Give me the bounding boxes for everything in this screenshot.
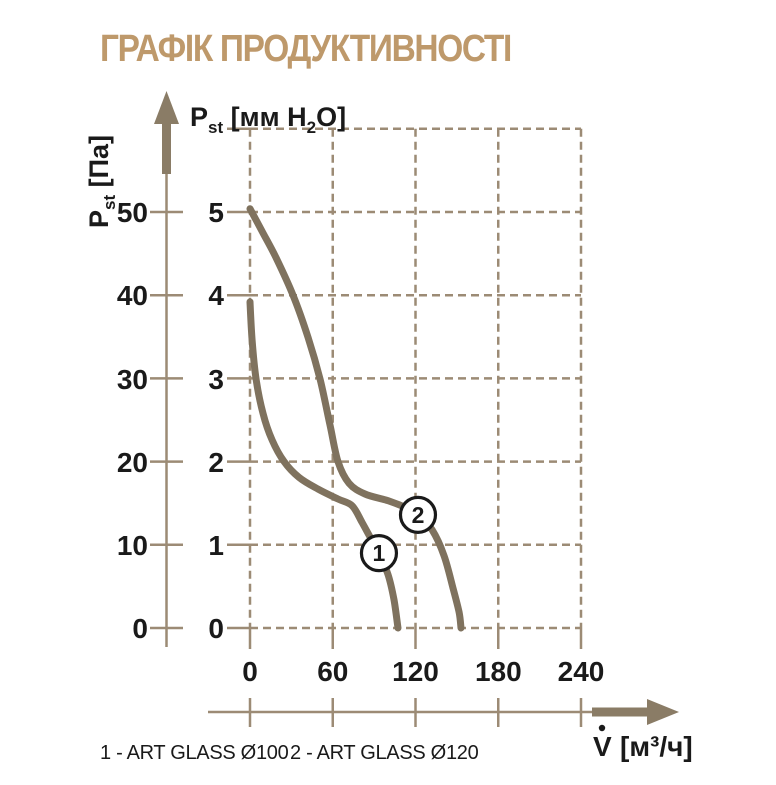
curve-marker-circle-1 (359, 534, 399, 573)
curve-marker-number-1: 1 (373, 540, 386, 566)
mm-tick-0: 0 (208, 613, 224, 644)
pa-tick-50: 50 (117, 197, 148, 228)
page-title: ГРАФІК ПРОДУКТИВНОСТІ (100, 28, 512, 70)
curve-marker-circle-2 (398, 495, 438, 534)
x-tick-120: 120 (392, 656, 439, 687)
pa-tick-20: 20 (117, 447, 148, 478)
legend-item-curve2: 2 - ART GLASS Ø120 (290, 742, 479, 764)
x-tick-0: 0 (242, 656, 258, 687)
y-axis-pa-tick-labels: 0 10 20 30 40 50 (117, 197, 148, 644)
x-tick-240: 240 (558, 656, 605, 687)
curve-marker-number-2: 2 (412, 502, 425, 528)
pa-tick-10: 10 (117, 530, 148, 561)
x-axis-tick-labels: 0 60 120 180 240 (242, 656, 604, 687)
curve-number-markers: 12 (359, 495, 438, 573)
pa-tick-40: 40 (117, 280, 148, 311)
x-tick-60: 60 (317, 656, 348, 687)
x-axis-label-v: V (593, 731, 612, 762)
fan-curves (246, 205, 465, 632)
axis-tick-marks (150, 127, 583, 727)
mm-tick-5: 5 (208, 197, 224, 228)
curve-2 (246, 205, 465, 632)
grid-lines (248, 127, 583, 630)
y-axis-label-pa: Pst [Па] (84, 135, 119, 228)
y-axis-label-mm: Pst [мм H2O] (190, 102, 346, 137)
pa-tick-30: 30 (117, 364, 148, 395)
x-axis-label-unit: [м³/ч] (620, 731, 693, 762)
curve-1 (246, 298, 402, 632)
mm-tick-2: 2 (208, 447, 224, 478)
y-axis-mm-tick-labels: 0 1 2 3 4 5 (208, 197, 224, 644)
x-tick-180: 180 (475, 656, 522, 687)
x-axis-arrow-icon (592, 699, 679, 725)
pa-tick-0: 0 (132, 613, 148, 644)
y-axis-arrow-icon (154, 91, 179, 174)
legend-item-curve1: 1 - ART GLASS Ø100 (100, 742, 289, 764)
mm-tick-1: 1 (208, 530, 224, 561)
v-dot-icon (598, 724, 606, 732)
x-axis-label: V [м³/ч] (593, 724, 693, 762)
mm-tick-3: 3 (208, 364, 224, 395)
mm-tick-4: 4 (208, 280, 224, 311)
